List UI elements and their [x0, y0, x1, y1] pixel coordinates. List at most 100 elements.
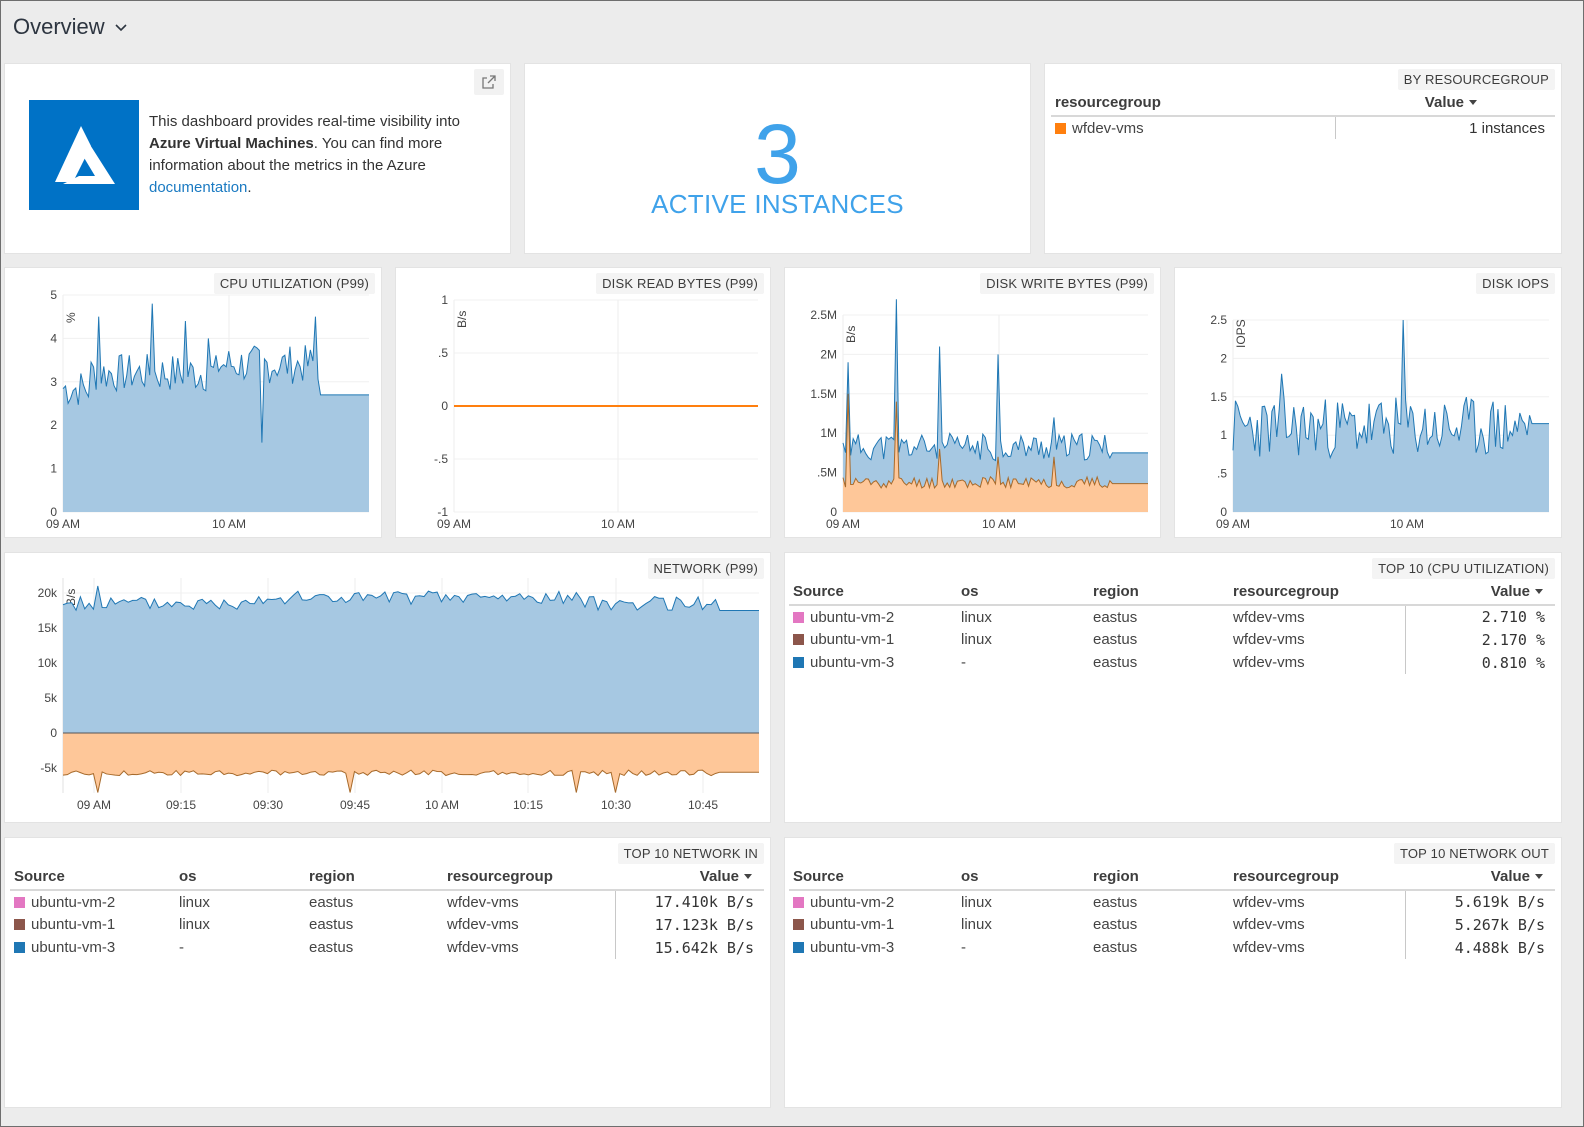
column-header-value[interactable]: Value — [1405, 579, 1555, 606]
y-tick-label: -1 — [437, 505, 448, 519]
column-header-value[interactable]: Value — [1335, 90, 1555, 117]
dashboard-title-dropdown[interactable]: Overview — [13, 11, 129, 43]
row-os: linux — [961, 608, 992, 626]
y-tick-label: 0 — [830, 505, 837, 519]
row-source: ubuntu-vm-1 — [810, 631, 895, 648]
table-row[interactable]: ubuntu-vm-1 linux eastus wfdev-vms 17.12… — [10, 913, 764, 936]
table-row[interactable]: wfdev-vms 1 instances — [1051, 116, 1555, 139]
y-tick-label: 20k — [38, 586, 58, 600]
column-header-os[interactable]: os — [175, 864, 305, 891]
y-tick-label: 4 — [50, 331, 57, 345]
chevron-down-icon — [115, 24, 127, 32]
row-resourcegroup: wfdev-vms — [1233, 654, 1305, 671]
row-os: linux — [961, 893, 992, 911]
x-tick-label: 09:30 — [253, 798, 283, 812]
column-header-value[interactable]: Value — [1405, 864, 1555, 891]
x-tick-label: 10 AM — [212, 517, 246, 531]
unit-label: B/s — [844, 326, 858, 343]
y-tick-label: 15k — [38, 621, 58, 635]
active-instances-label: ACTIVE INSTANCES — [651, 189, 904, 219]
column-header-region[interactable]: region — [1089, 579, 1229, 606]
row-region: eastus — [1093, 939, 1138, 956]
column-header-region[interactable]: region — [1089, 864, 1229, 891]
network-in-series-line — [62, 585, 759, 612]
table-row[interactable]: ubuntu-vm-2 linux eastus wfdev-vms 17.41… — [10, 890, 764, 913]
panel-title: TOP 10 NETWORK OUT — [1393, 843, 1555, 864]
row-value: 17.410k B/s — [614, 890, 764, 913]
column-header-resourcegroup[interactable]: resourcegroup — [1051, 90, 1335, 117]
row-value: 2.170 % — [1404, 628, 1555, 651]
value-header-label: Value — [1490, 868, 1530, 885]
row-region: eastus — [1093, 893, 1138, 911]
row-source: ubuntu-vm-1 — [31, 916, 116, 933]
column-header-source[interactable]: Source — [10, 864, 175, 891]
x-tick-label: 09 AM — [437, 517, 471, 531]
network-chart[interactable]: 20k 15k 10k 5k 0 -5k 09 AM 09:15 09:30 09:45 10 AM… — [5, 553, 770, 822]
table-row[interactable]: ubuntu-vm-3 - eastus wfdev-vms 0.810 % — [789, 651, 1555, 674]
cpu-utilization-panel: 5 4 3 2 1 0 09 AM 10 AM% CPU UTILIZATION (P99) — [5, 268, 381, 537]
y-tick-label: 1.5M — [810, 387, 837, 401]
column-header-os[interactable]: os — [957, 864, 1089, 891]
panel-title: BY RESOURCEGROUP — [1397, 69, 1555, 90]
iops-series-area — [1233, 320, 1549, 512]
row-resourcegroup: wfdev-vms — [1233, 631, 1305, 648]
table-row[interactable]: ubuntu-vm-2 linux eastus wfdev-vms 2.710… — [789, 605, 1555, 628]
open-external-button[interactable] — [474, 69, 504, 95]
row-region: eastus — [1093, 608, 1138, 626]
info-text: This dashboard provides real-time visibi… — [149, 113, 460, 130]
y-tick-label: 0 — [1220, 505, 1227, 519]
column-header-os[interactable]: os — [957, 579, 1089, 606]
documentation-link[interactable]: documentation — [149, 179, 248, 196]
y-tick-label: 2 — [50, 418, 57, 432]
info-bold-text: Azure Virtual Machines — [149, 135, 314, 152]
disk-write-total-line — [842, 299, 1148, 462]
series-swatch — [14, 942, 25, 953]
column-header-label: resourcegroup — [1233, 583, 1339, 600]
table-row[interactable]: ubuntu-vm-3 - eastus wfdev-vms 15.642k B… — [10, 936, 764, 959]
y-tick-label: 1 — [50, 462, 57, 476]
series-swatch — [793, 657, 804, 668]
row-os: - — [179, 939, 184, 956]
panel-title: DISK READ BYTES (P99) — [596, 273, 764, 294]
cpu-utilization-chart[interactable]: 5 4 3 2 1 009 AM 10 AM% — [5, 268, 381, 537]
y-tick-label: 0 — [50, 726, 57, 740]
column-header-resourcegroup[interactable]: resourcegroup — [443, 864, 615, 891]
series-swatch — [1055, 122, 1066, 134]
external-link-icon — [482, 75, 496, 89]
y-tick-label: 0 — [441, 399, 448, 413]
y-tick-label: 5k — [44, 691, 58, 705]
row-os: - — [961, 939, 966, 956]
row-value: 5.619k B/s — [1404, 890, 1555, 913]
row-region: eastus — [309, 939, 354, 956]
column-header-source[interactable]: Source — [789, 579, 957, 606]
table-row[interactable]: ubuntu-vm-2 linux eastus wfdev-vms 5.619… — [789, 890, 1555, 913]
row-value: 4.488k B/s — [1404, 936, 1555, 959]
column-header-resourcegroup[interactable]: resourcegroup — [1229, 864, 1405, 891]
row-resourcegroup: wfdev-vms — [447, 939, 519, 956]
disk-read-chart[interactable]: 1 .5 0 -.5 -109 AM 10 AM B/s — [396, 268, 770, 537]
y-tick-label: 0 — [50, 505, 57, 519]
y-tick-label: .5 — [1217, 467, 1227, 481]
table-row[interactable]: ubuntu-vm-1 linux eastus wfdev-vms 5.267… — [789, 913, 1555, 936]
top-network-out-table: Source os region resourcegroup Value ubuntu-… — [789, 864, 1555, 959]
table-row[interactable]: ubuntu-vm-1 linux eastus wfdev-vms 2.170… — [789, 628, 1555, 651]
top-cpu-table: Source os region resourcegroup Value ubuntu-… — [789, 579, 1555, 674]
column-header-region[interactable]: region — [305, 864, 443, 891]
info-panel: This dashboard provides real-time visibi… — [5, 64, 510, 253]
column-header-source[interactable]: Source — [789, 864, 957, 891]
y-tick-label: .5M — [817, 466, 837, 480]
cpu-series-area — [63, 303, 369, 512]
y-tick-label: -.5 — [434, 452, 448, 466]
network-in-series-area — [63, 586, 759, 733]
disk-write-chart[interactable]: 2.5M 2M 1.5M 1M .5M 009 AM 10 AM B/s — [785, 268, 1160, 537]
x-tick-label: 10 AM — [425, 798, 459, 812]
y-tick-label: 5 — [50, 288, 57, 302]
column-header-resourcegroup[interactable]: resourcegroup — [1229, 579, 1405, 606]
table-row[interactable]: ubuntu-vm-3 - eastus wfdev-vms 4.488k B/… — [789, 936, 1555, 959]
column-header-value[interactable]: Value — [615, 864, 764, 891]
y-tick-label: 1 — [441, 293, 448, 307]
network-out-series-line — [62, 769, 759, 793]
row-value: 2.710 % — [1404, 605, 1555, 628]
column-header-label: region — [1093, 583, 1139, 600]
